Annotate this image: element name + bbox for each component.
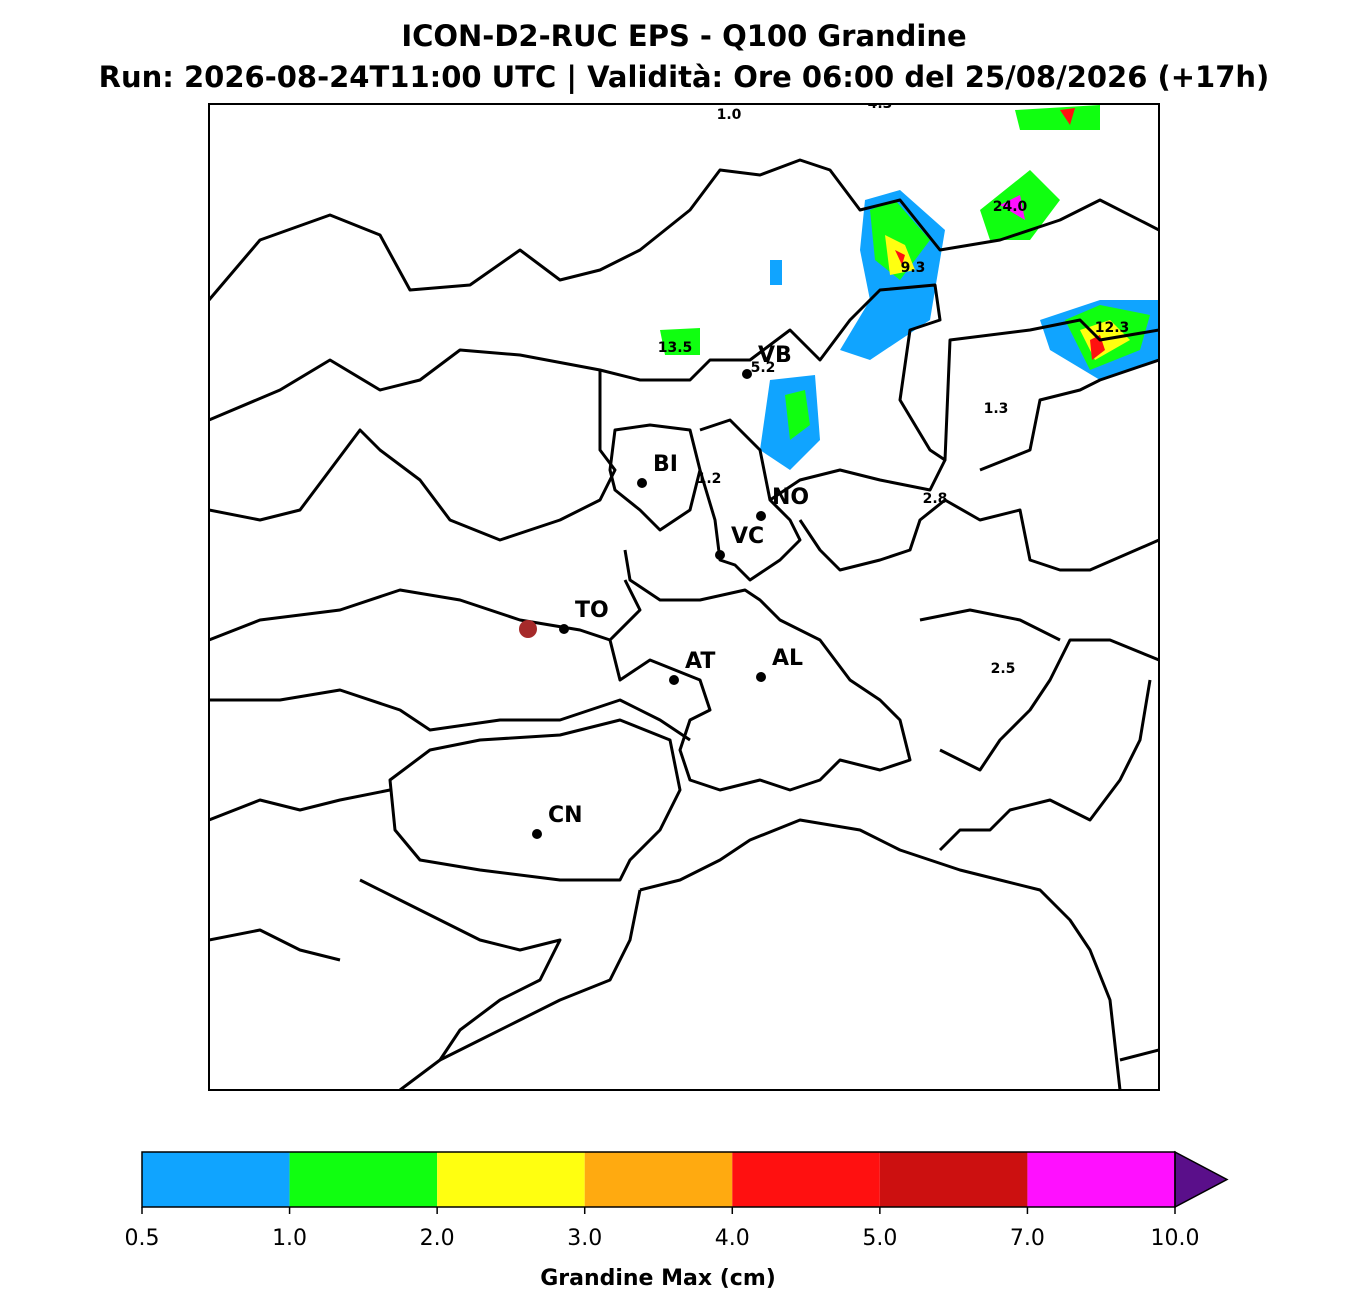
value-label: 24.0	[993, 199, 1028, 215]
city-dot	[756, 511, 766, 521]
city-dot	[756, 672, 766, 682]
colorbar-segment	[289, 1152, 438, 1207]
colorbar-extend	[1174, 1150, 1229, 1209]
colorbar-tick-label: 3.0	[567, 1226, 602, 1251]
colorbar-label: Grandine Max (cm)	[540, 1266, 776, 1291]
value-label: 4.3	[868, 96, 893, 112]
city-label: TO	[575, 598, 609, 623]
city-label: AL	[772, 646, 803, 671]
value-label: 1.3	[984, 401, 1009, 417]
colorbar-segment	[142, 1152, 290, 1207]
city-label: VC	[731, 524, 764, 549]
colorbar-segment	[732, 1152, 880, 1207]
colorbar-segment	[1027, 1152, 1175, 1207]
value-label: 5.2	[751, 360, 776, 376]
value-label: 1.2	[697, 471, 722, 487]
colorbar: 0.5 1.0 2.0 3.0 4.0 5.0 7.0 10.0	[125, 1150, 1229, 1251]
value-labels: 1.0 4.3 24.0 9.3 13.5 5.2 12.3 1.3 1.2 2.8 2.5	[658, 96, 1130, 677]
colorbar-segment	[437, 1152, 585, 1207]
value-label: 2.8	[923, 491, 948, 507]
title: ICON-D2-RUC EPS - Q100 Grandine	[401, 19, 966, 53]
city-label: NO	[772, 485, 809, 510]
colorbar-tick-label: 4.0	[715, 1226, 750, 1251]
city-dot	[559, 624, 569, 634]
value-label: 2.5	[991, 661, 1016, 677]
city-dot	[669, 675, 679, 685]
city-dot	[715, 550, 725, 560]
value-label: 1.0	[717, 107, 742, 123]
city-dot	[742, 369, 752, 379]
cities: VB BI NO VC TO AT AL CN	[532, 343, 809, 839]
colorbar-segment	[879, 1152, 1028, 1207]
colorbar-tick-label: 0.5	[125, 1226, 160, 1251]
colorbar-tick-label: 10.0	[1151, 1226, 1200, 1251]
colorbar-tick-label: 2.0	[420, 1226, 455, 1251]
city-dot	[637, 478, 647, 488]
map: 1.0 4.3 24.0 9.3 13.5 5.2 12.3 1.3 1.2 2.8 2.5 VB B…	[209, 96, 1159, 1090]
colorbar-tick-label: 1.0	[272, 1226, 307, 1251]
city-dot	[532, 829, 542, 839]
map-background	[209, 104, 1159, 1090]
map-frame	[208, 103, 1160, 1091]
city-label: VB	[758, 343, 792, 368]
subtitle: Run: 2026-08-24T11:00 UTC | Validità: Or…	[99, 60, 1270, 94]
value-label: 13.5	[658, 340, 693, 356]
city-label: CN	[548, 803, 583, 828]
city-label: AT	[685, 649, 715, 674]
value-label: 12.3	[1095, 320, 1130, 336]
value-label: 9.3	[901, 260, 926, 276]
borders	[209, 158, 1159, 1090]
city-label: BI	[653, 452, 678, 477]
colorbar-tick-label: 7.0	[1010, 1226, 1045, 1251]
colorbar-tick-label: 5.0	[862, 1226, 897, 1251]
colorbar-segment	[584, 1152, 733, 1207]
colorbar-frame	[141, 1151, 1176, 1208]
location-marker	[519, 620, 537, 638]
